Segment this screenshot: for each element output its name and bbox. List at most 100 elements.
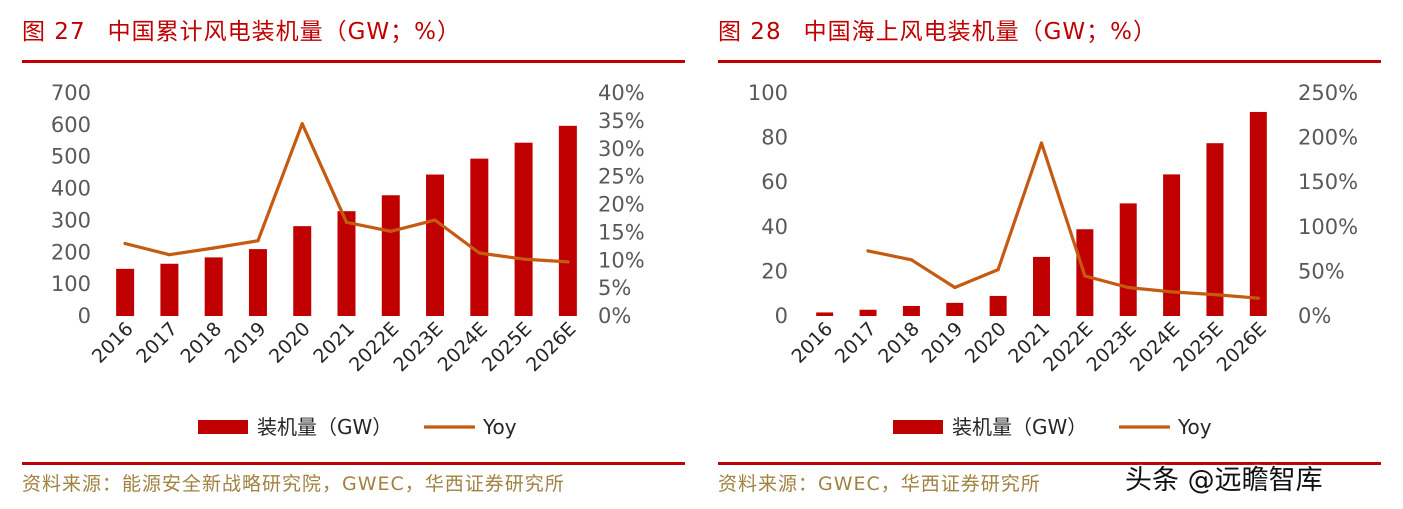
y-left-tick-label: 100 <box>748 81 788 105</box>
y-right-tick-label: 50% <box>1298 259 1345 283</box>
y-right-tick-label: 250% <box>1298 81 1358 105</box>
y-left-tick-label: 20 <box>761 259 788 283</box>
legend-bar-swatch <box>198 420 248 434</box>
cumulative-chart: 0 100 200 300 400 500 600 700 0% 5% 10% 15% 20% 25% 30… <box>51 81 645 439</box>
y-left-tick-label: 60 <box>761 170 788 194</box>
figure-title: 图 27 中国累计风电装机量（GW；%） <box>22 12 461 46</box>
y-right-tick-label: 10% <box>598 248 645 272</box>
legend-bar-label: 装机量（GW） <box>257 415 392 439</box>
yoy-point-2022E <box>1083 274 1087 278</box>
y-left-tick-label: 0 <box>775 304 788 328</box>
figure-number: 图 28 <box>718 19 782 45</box>
y-right-tick-label: 0% <box>1298 304 1331 328</box>
figure-title: 图 28 中国海上风电装机量（GW；%） <box>718 12 1157 46</box>
yoy-point-2024E <box>477 251 481 255</box>
y-left-tick-label: 40 <box>761 215 788 239</box>
y-right-tick-label: 20% <box>598 193 645 217</box>
y-left-tick-label: 100 <box>51 272 91 296</box>
yoy-point-2025E <box>521 257 526 261</box>
y-left-tick-label: 500 <box>51 145 91 169</box>
y-right-tick-label: 150% <box>1298 170 1358 194</box>
yoy-point-2017 <box>866 249 870 253</box>
legend-bar-swatch <box>893 420 943 434</box>
y-left-tick-label: 200 <box>51 240 91 264</box>
x-tick-label: 2020 <box>265 318 315 368</box>
y-left-tick-label: 700 <box>51 81 91 105</box>
bar-2017 <box>160 263 179 316</box>
y-right-tick-label: 35% <box>598 109 645 133</box>
yoy-point-2019 <box>953 285 957 290</box>
bar-2023E <box>1119 203 1137 316</box>
bar-2024E <box>470 158 489 316</box>
x-tick-label: 2026E <box>522 318 580 376</box>
source-note: 资料来源：能源安全新战略研究院，GWEC，华西证券研究所 <box>22 473 565 495</box>
y-right-tick-label: 30% <box>598 137 645 161</box>
y-right-tick-label: 100% <box>1298 215 1358 239</box>
x-tick-label: 2016 <box>787 318 837 368</box>
legend-bar-label: 装机量（GW） <box>952 415 1087 439</box>
yoy-point-2020 <box>300 122 304 126</box>
bar-2018 <box>204 257 223 316</box>
watermark-text: 头条 @远瞻智库 <box>1125 465 1323 496</box>
x-tick-label: 2018 <box>874 318 924 368</box>
yoy-point-2022E <box>389 229 393 233</box>
offshore-chart: 0204060801000%50%100%150%200%250%2016201… <box>748 81 1358 439</box>
yoy-point-2018 <box>909 258 914 262</box>
x-tick-label: 2016 <box>88 318 138 368</box>
x-tick-label: 2017 <box>831 318 881 368</box>
yoy-point-2024E <box>1169 290 1174 294</box>
bar-2020 <box>293 226 312 316</box>
x-tick-label: 2023E <box>389 318 447 376</box>
bar-2023E <box>426 174 445 316</box>
source-note: 资料来源：GWEC，华西证券研究所 <box>718 473 1041 495</box>
bar-2019 <box>946 302 964 316</box>
y-right-tick-label: 200% <box>1298 126 1358 150</box>
bar-2021 <box>337 211 356 316</box>
x-tick-label: 2017 <box>132 318 182 368</box>
yoy-point-2023E <box>1126 285 1130 290</box>
bar-2026E <box>1249 111 1267 316</box>
bar-2019 <box>248 249 267 316</box>
x-tick-label: 2019 <box>918 318 968 368</box>
source-rule <box>718 462 1381 465</box>
yoy-point-2021 <box>1039 141 1044 145</box>
bar-2025E <box>514 142 533 316</box>
x-tick-label: 2026E <box>1213 318 1271 376</box>
yoy-point-2017 <box>167 253 172 257</box>
y-left-tick-label: 80 <box>761 126 788 150</box>
y-left-tick-label: 0 <box>78 304 91 328</box>
yoy-point-2019 <box>256 239 260 243</box>
y-right-tick-label: 40% <box>598 81 645 105</box>
y-left-tick-label: 400 <box>51 177 91 201</box>
bar-2025E <box>1206 143 1224 316</box>
x-tick-label: 2024E <box>434 318 492 376</box>
y-right-tick-label: 5% <box>598 276 631 300</box>
x-tick-label: 2018 <box>176 318 226 368</box>
title-rule <box>22 60 685 63</box>
yoy-point-2018 <box>212 246 216 250</box>
legend-line-label: Yoy <box>482 415 517 439</box>
x-tick-label: 2025E <box>478 318 536 376</box>
figure-title-text: 中国累计风电装机量（GW；%） <box>107 19 461 45</box>
y-left-tick-label: 300 <box>51 208 91 232</box>
yoy-line <box>866 141 1260 300</box>
x-tick-label: 2019 <box>221 318 271 368</box>
yoy-point-2026E <box>566 260 570 264</box>
chart-panel-offshore: 图 28 中国海上风电装机量（GW；%） 0 20 40 60 80 100 0% 50% 100… <box>700 0 1403 509</box>
x-tick-label: 2022E <box>345 318 403 376</box>
yoy-point-2021 <box>344 220 349 224</box>
x-tick-label: 2020 <box>961 318 1011 368</box>
source-rule <box>22 462 685 465</box>
yoy-point-2025E <box>1213 292 1217 297</box>
title-rule <box>718 60 1381 63</box>
bar-2016 <box>116 268 135 316</box>
y-right-tick-label: 25% <box>598 165 645 189</box>
bar-2020 <box>989 295 1007 316</box>
bar-2024E <box>1163 174 1181 316</box>
y-right-tick-label: 0% <box>598 304 631 328</box>
yoy-point-2023E <box>433 218 437 222</box>
bar-2022E <box>381 195 400 316</box>
bar-2018 <box>902 305 920 316</box>
bar-2026E <box>558 125 577 316</box>
chart-panel-cumulative: 图 27 中国累计风电装机量（GW；%） 0 100 200 300 400 500 600 7… <box>0 0 700 509</box>
